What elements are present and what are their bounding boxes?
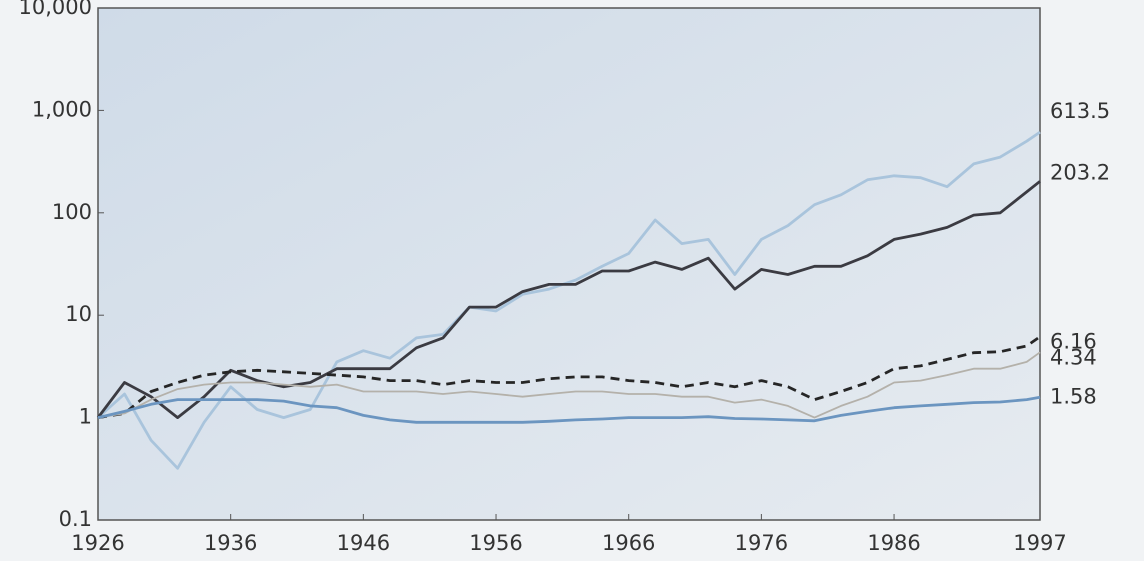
end-value-label: 613.5 [1050,99,1110,123]
end-value-label: 203.2 [1050,160,1110,184]
x-tick-label: 1956 [469,531,522,555]
x-tick-label: 1926 [71,531,124,555]
x-tick-label: 1946 [337,531,390,555]
series-line [96,180,1041,419]
y-tick-label: 100 [52,200,92,224]
plot-area [97,7,1041,521]
series-line [97,130,1041,470]
y-tick-label: 1,000 [32,97,92,121]
x-tick-label: 1936 [204,531,257,555]
end-value-label: 1.58 [1050,384,1097,408]
y-tick-label: 10,000 [19,0,92,19]
y-tick-label: 0.1 [59,507,92,531]
x-tick-label: 1976 [735,531,788,555]
end-value-label: 4.34 [1050,345,1097,369]
x-tick-label: 1966 [602,531,655,555]
series-line [97,351,1041,419]
x-tick-label: 1986 [867,531,920,555]
series-line [97,395,1041,424]
y-tick-label: 10 [65,302,92,326]
series-line [97,335,1041,419]
y-tick-label: 1 [79,405,92,429]
end-value-label: 6.16 [1050,330,1097,354]
x-tick-label: 1997 [1013,531,1066,555]
